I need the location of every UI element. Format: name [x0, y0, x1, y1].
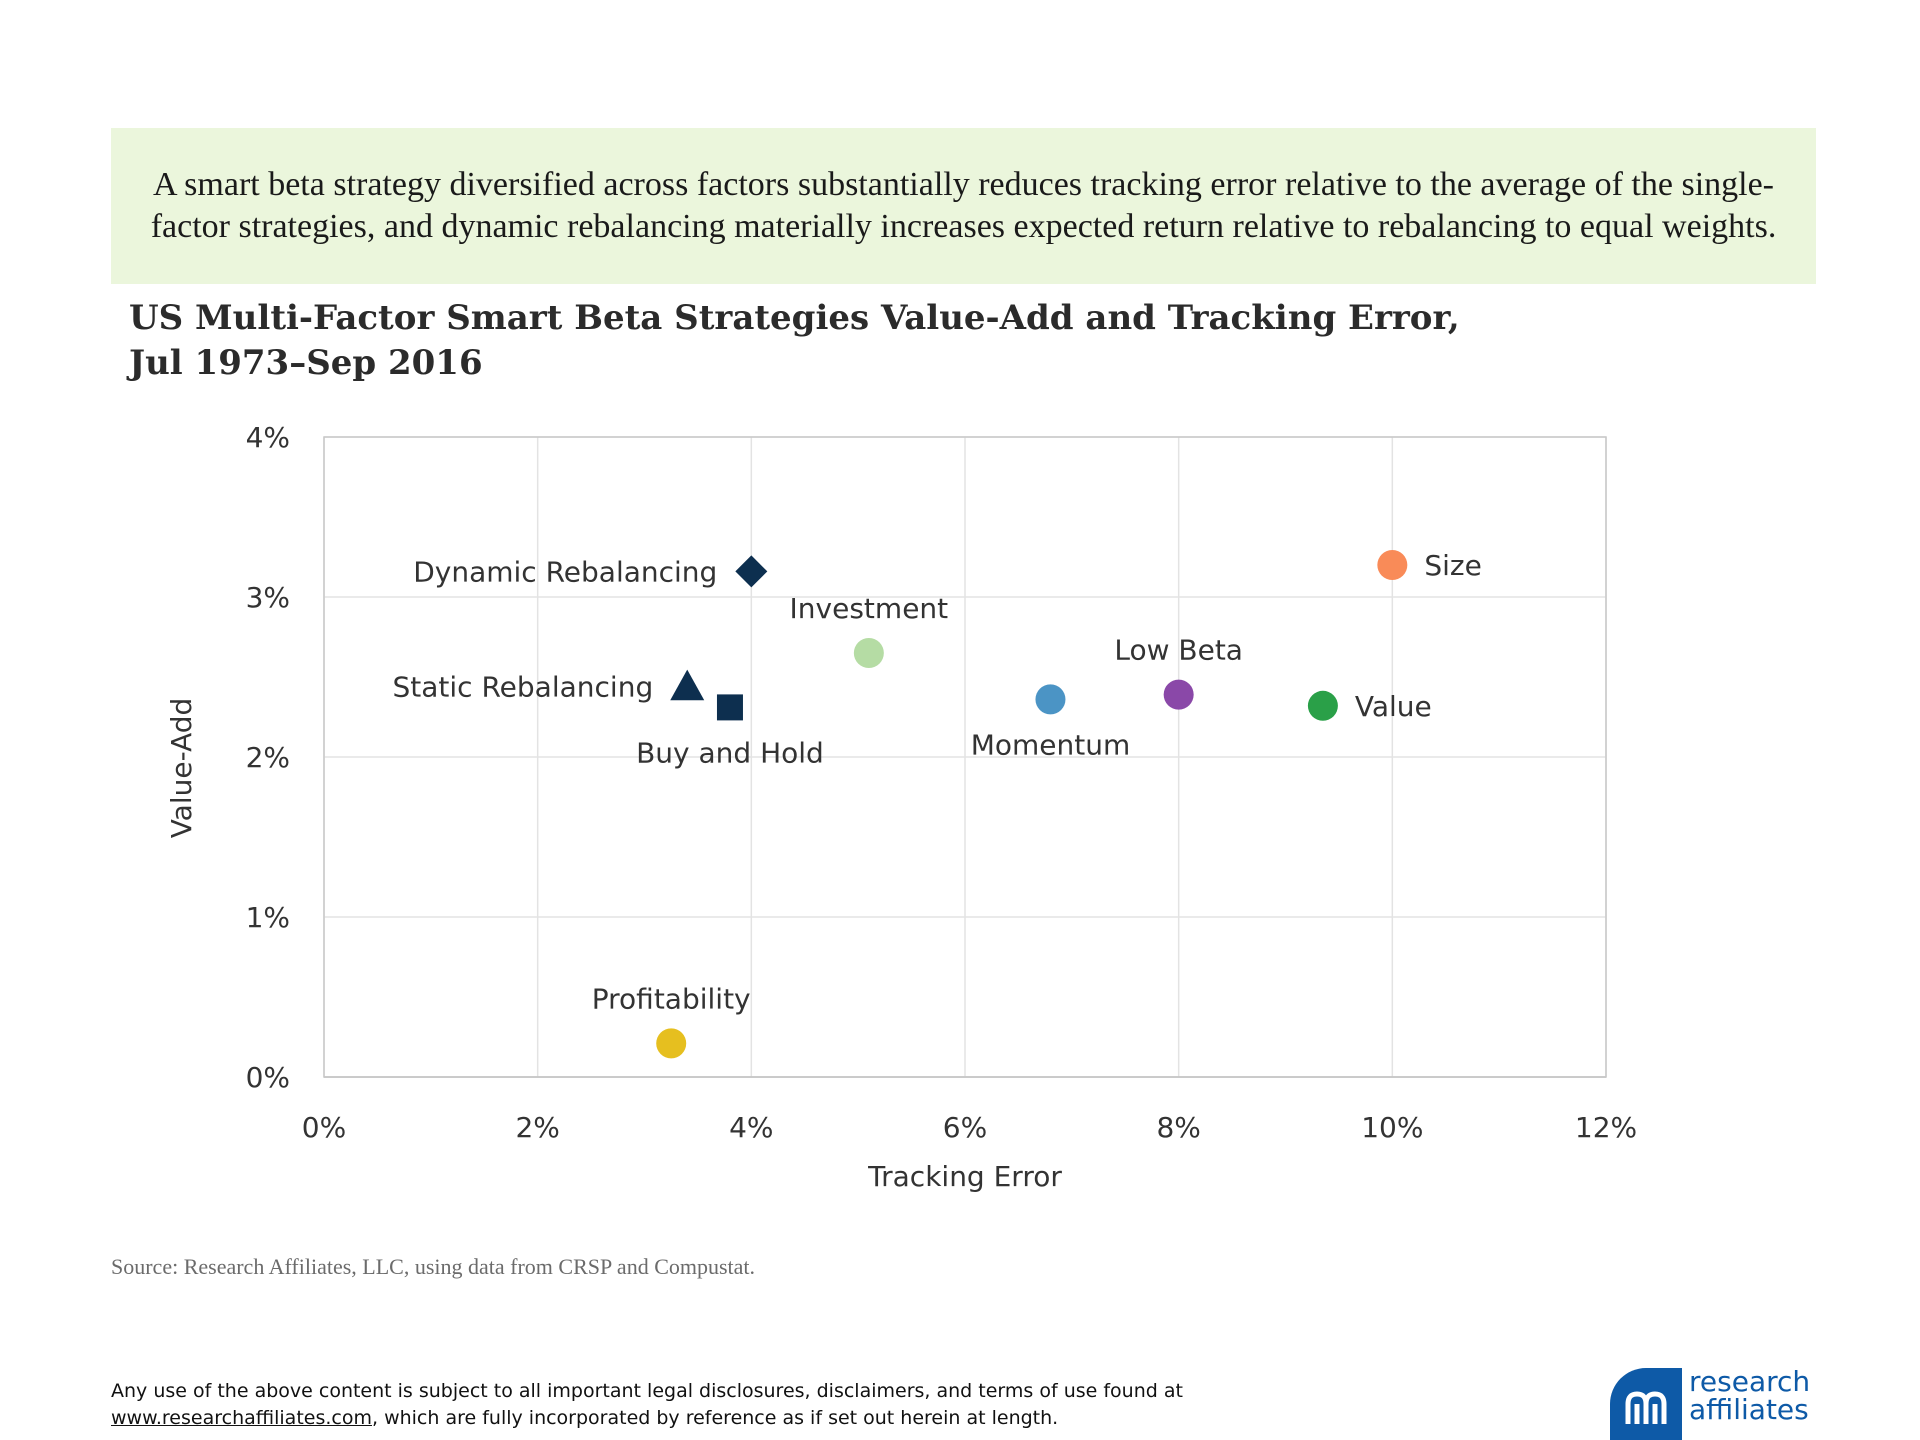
point-profitability: [656, 1028, 687, 1059]
y-tick-label: 1%: [246, 901, 290, 934]
x-tick-label: 6%: [943, 1111, 987, 1144]
label-profitability: Profitability: [592, 982, 751, 1015]
point-low-beta: [1163, 679, 1194, 710]
y-tick-label: 2%: [246, 741, 290, 774]
disclaimer-text-after: , which are fully incorporated by refere…: [371, 1407, 1059, 1429]
point-static-rebalancing: [670, 669, 705, 701]
plot-area-border: [323, 436, 1607, 1078]
point-momentum: [1035, 684, 1066, 715]
x-tick-label: 10%: [1361, 1111, 1423, 1144]
point-value: [1307, 690, 1338, 721]
chart-title: US Multi-Factor Smart Beta Strategies Va…: [129, 296, 1729, 386]
headline-text: A smart beta strategy diversified across…: [150, 166, 1777, 245]
research-affiliates-logo[interactable]: research affiliates: [1610, 1368, 1830, 1440]
x-axis-label: Tracking Error: [867, 1160, 1062, 1193]
x-tick-label: 4%: [729, 1111, 773, 1144]
source-note: Source: Research Affiliates, LLC, using …: [111, 1254, 756, 1279]
point-dynamic-rebalancing: [735, 555, 768, 588]
x-tick-label: 12%: [1575, 1111, 1637, 1144]
y-tick-label: 0%: [246, 1061, 290, 1094]
label-buy-and-hold: Buy and Hold: [636, 736, 824, 769]
y-tick-label: 4%: [246, 421, 290, 454]
logo-line-1: research: [1689, 1365, 1811, 1398]
label-investment: Investment: [790, 592, 949, 625]
point-buy-and-hold: [716, 694, 743, 721]
label-low-beta: Low Beta: [1114, 634, 1243, 667]
logo-wordmark: research affiliates: [1689, 1368, 1810, 1424]
x-tick-label: 8%: [1156, 1111, 1200, 1144]
y-tick-label: 3%: [246, 581, 290, 614]
label-value: Value: [1355, 690, 1432, 723]
label-dynamic-rebalancing: Dynamic Rebalancing: [413, 555, 717, 588]
website-link[interactable]: www.researchaffiliates.com: [111, 1407, 372, 1429]
x-tick-label: 2%: [515, 1111, 559, 1144]
label-size: Size: [1424, 549, 1481, 582]
data-points: [656, 550, 1408, 1059]
disclaimer-text-before: Any use of the above content is subject …: [111, 1380, 1183, 1402]
chart-title-line-2: Jul 1973–Sep 2016: [129, 343, 483, 383]
label-momentum: Momentum: [971, 728, 1131, 761]
logo-line-2: affiliates: [1689, 1393, 1809, 1426]
research-affiliates-logo-icon: [1610, 1368, 1682, 1440]
point-size: [1377, 550, 1408, 580]
chart-title-line-1: US Multi-Factor Smart Beta Strategies Va…: [129, 298, 1460, 338]
y-axis-label: Value-Add: [165, 698, 198, 839]
label-static-rebalancing: Static Rebalancing: [393, 671, 654, 704]
point-investment: [853, 638, 884, 668]
x-tick-label: 0%: [302, 1111, 346, 1144]
point-labels: Dynamic Rebalancing Static Rebalancing Buy…: [393, 549, 1482, 1015]
legal-disclaimer: Any use of the above content is subject …: [111, 1378, 1511, 1432]
headline-banner: A smart beta strategy diversified across…: [111, 128, 1816, 284]
axis-ticks: 0% 2% 4% 6% 8% 10% 12% 0% 1% 2% 3% 4%: [246, 421, 1638, 1144]
grid-lines: [323, 436, 1607, 1078]
